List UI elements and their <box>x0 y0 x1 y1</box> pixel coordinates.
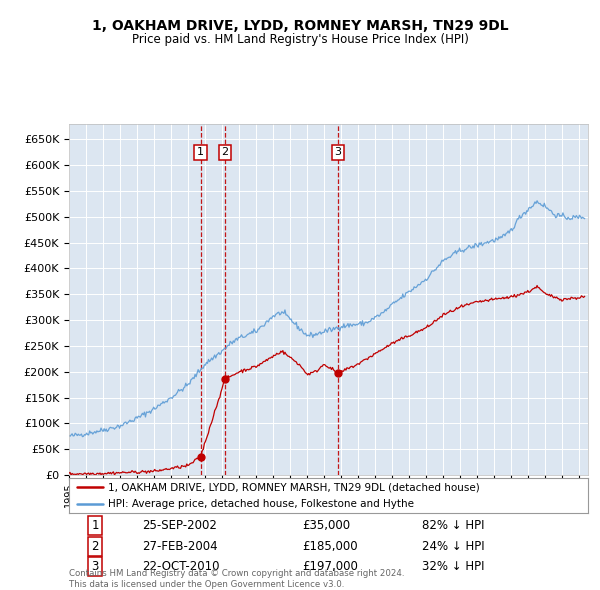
Text: Contains HM Land Registry data © Crown copyright and database right 2024.
This d: Contains HM Land Registry data © Crown c… <box>69 569 404 589</box>
Text: 27-FEB-2004: 27-FEB-2004 <box>142 540 217 553</box>
Text: 32% ↓ HPI: 32% ↓ HPI <box>422 560 484 573</box>
Text: 3: 3 <box>91 560 98 573</box>
Text: 1, OAKHAM DRIVE, LYDD, ROMNEY MARSH, TN29 9DL (detached house): 1, OAKHAM DRIVE, LYDD, ROMNEY MARSH, TN2… <box>108 483 479 493</box>
Text: Price paid vs. HM Land Registry's House Price Index (HPI): Price paid vs. HM Land Registry's House … <box>131 33 469 46</box>
Text: 1, OAKHAM DRIVE, LYDD, ROMNEY MARSH, TN29 9DL: 1, OAKHAM DRIVE, LYDD, ROMNEY MARSH, TN2… <box>92 19 508 33</box>
Text: 22-OCT-2010: 22-OCT-2010 <box>142 560 219 573</box>
Text: 1: 1 <box>197 148 204 158</box>
Text: 82% ↓ HPI: 82% ↓ HPI <box>422 519 484 532</box>
Text: 2: 2 <box>91 540 98 553</box>
Text: 25-SEP-2002: 25-SEP-2002 <box>142 519 217 532</box>
Text: 1: 1 <box>91 519 98 532</box>
Text: £197,000: £197,000 <box>302 560 358 573</box>
Text: HPI: Average price, detached house, Folkestone and Hythe: HPI: Average price, detached house, Folk… <box>108 499 414 509</box>
Text: 2: 2 <box>221 148 229 158</box>
Text: £185,000: £185,000 <box>302 540 358 553</box>
Text: 24% ↓ HPI: 24% ↓ HPI <box>422 540 485 553</box>
Text: £35,000: £35,000 <box>302 519 350 532</box>
Text: 3: 3 <box>335 148 341 158</box>
